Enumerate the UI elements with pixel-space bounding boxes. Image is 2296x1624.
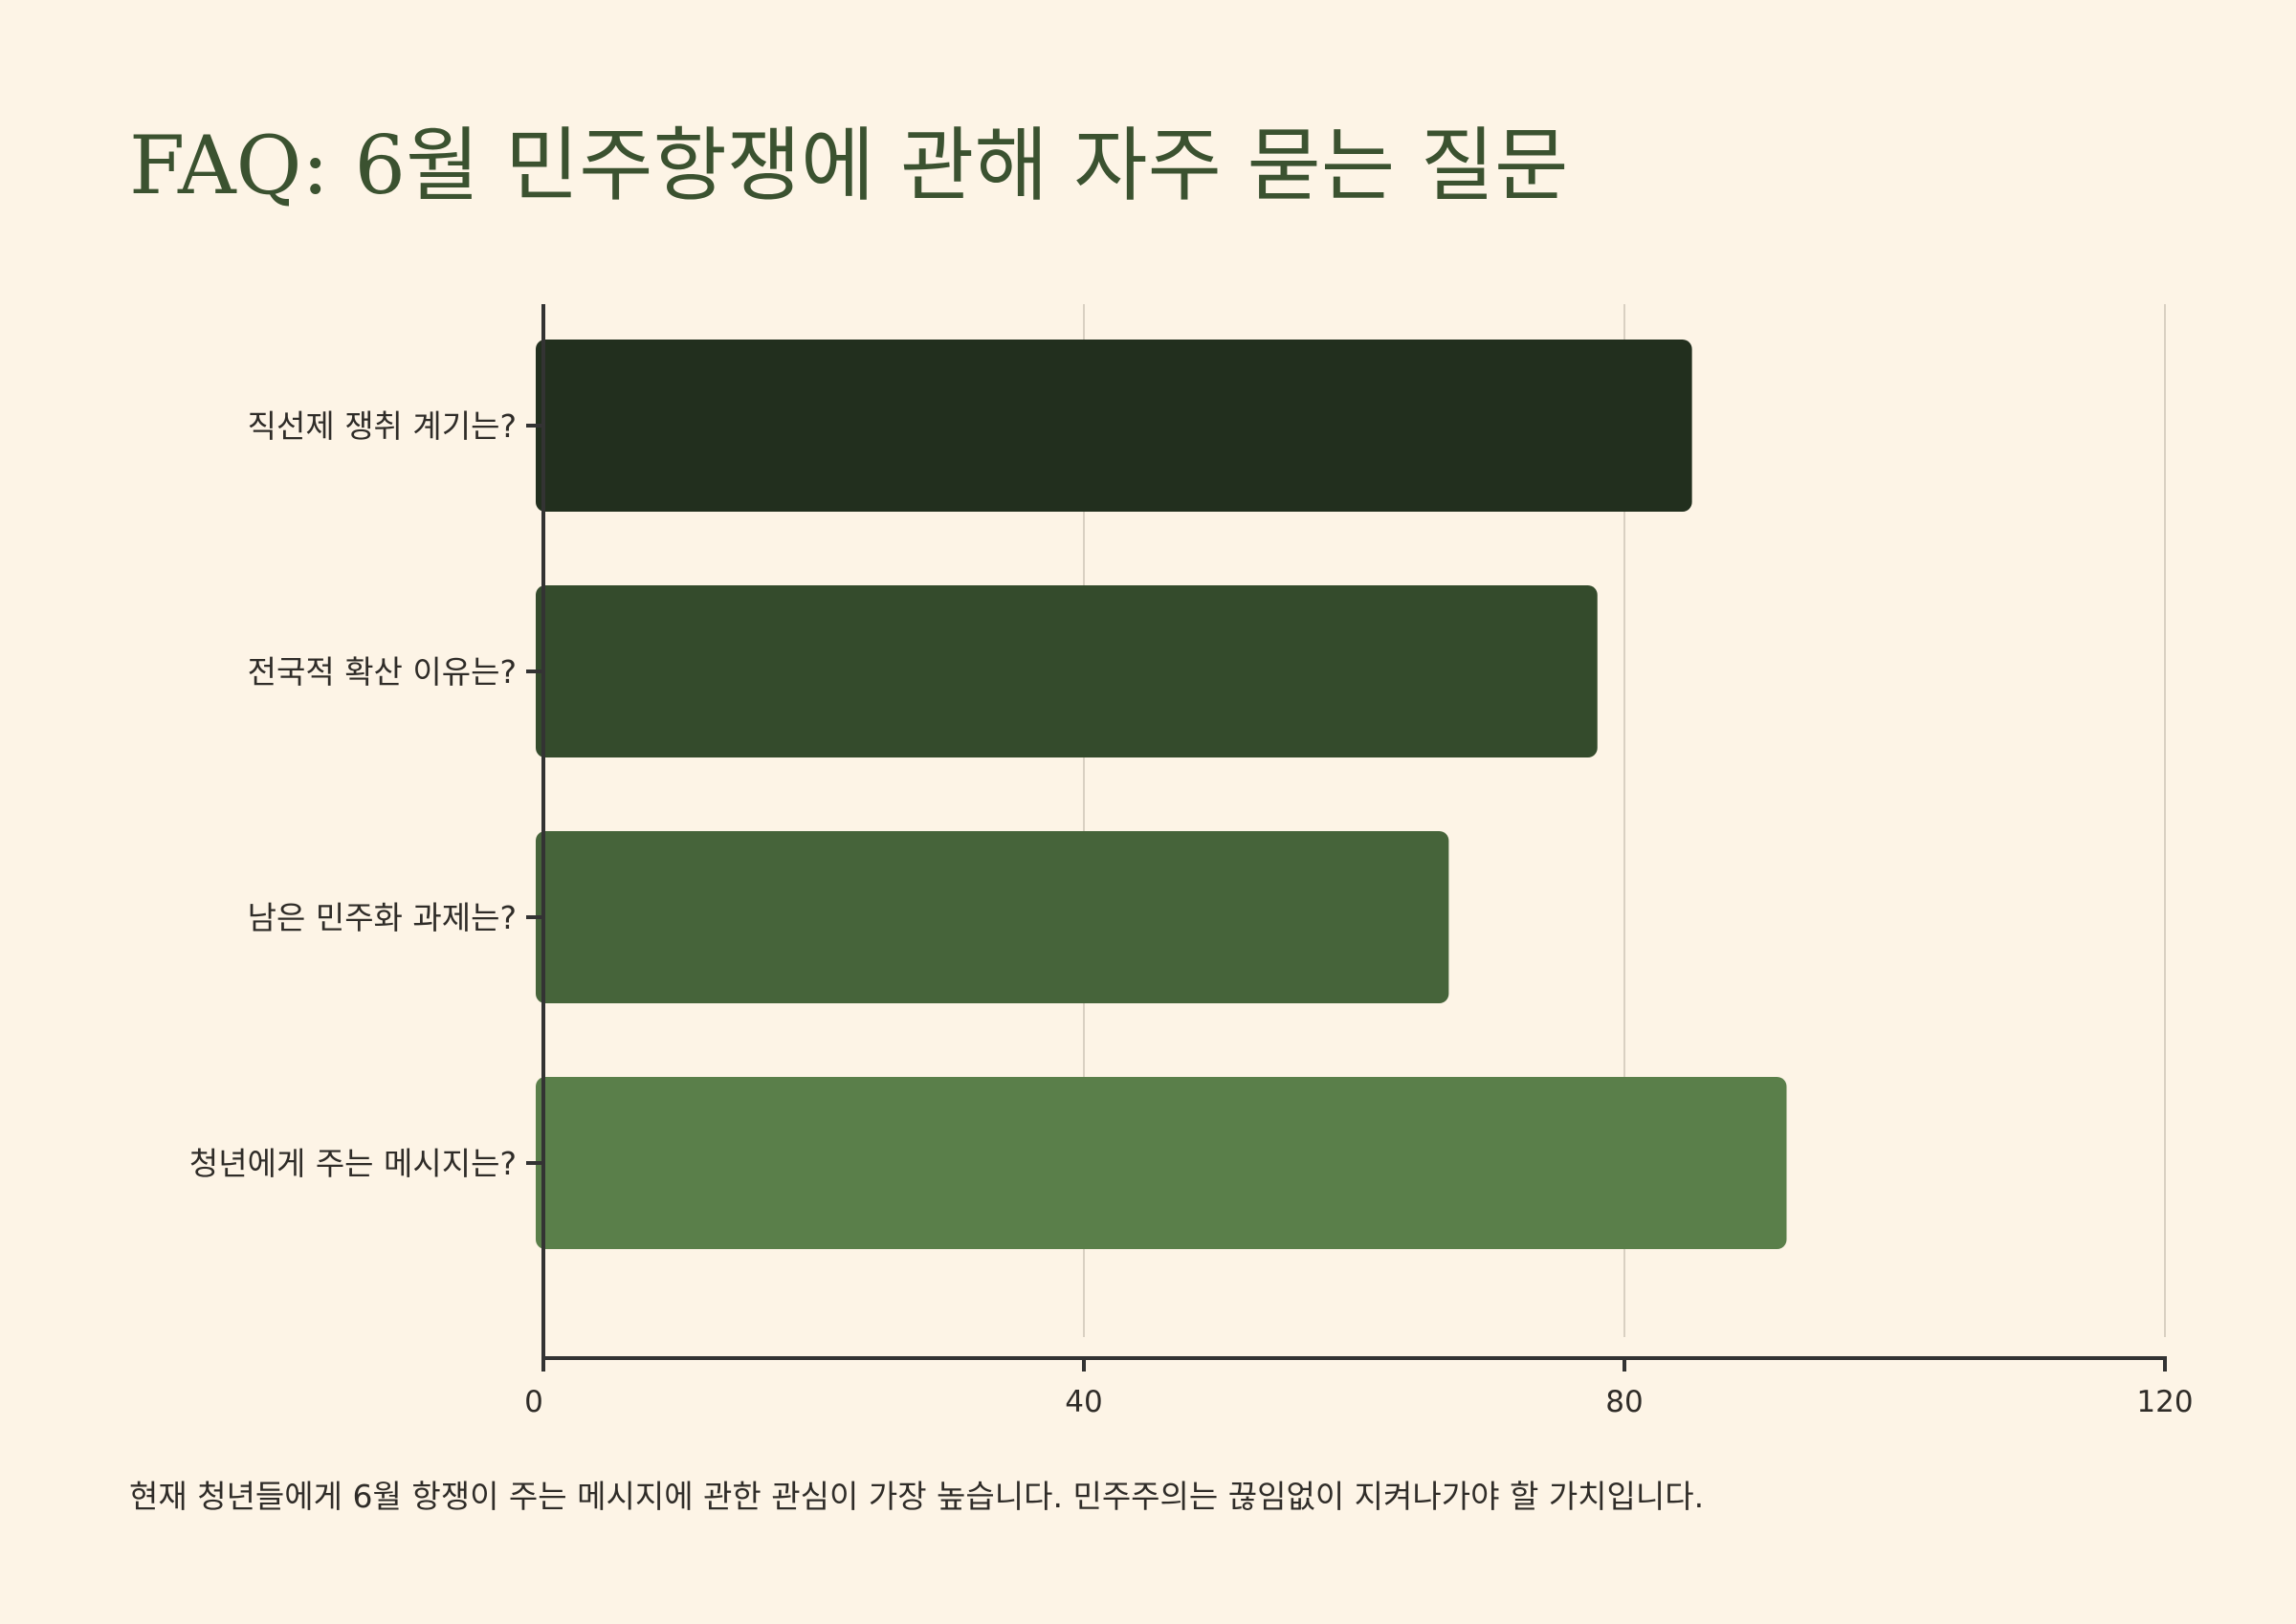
bar: [536, 340, 1692, 512]
bar: [536, 831, 1449, 1003]
chart-caption: 현재 청년들에게 6월 항쟁이 주는 메시지에 관한 관심이 가장 높습니다. …: [129, 1478, 1705, 1515]
x-tick-label: 80: [1605, 1385, 1643, 1419]
page-title: FAQ: 6월 민주항쟁에 관해 자주 묻는 질문: [129, 119, 1569, 212]
x-tick-label: 40: [1065, 1385, 1102, 1419]
category-label: 남은 민주화 과제는?: [248, 899, 517, 936]
x-tick-label: 0: [524, 1385, 543, 1419]
bar: [536, 585, 1598, 757]
category-label: 청년에게 주는 메시지는?: [189, 1145, 517, 1182]
bar: [536, 1077, 1787, 1249]
category-label: 전국적 확산 이유는?: [248, 653, 517, 691]
category-label: 직선제 쟁취 계기는?: [248, 407, 517, 445]
x-tick-label: 120: [2136, 1385, 2193, 1419]
